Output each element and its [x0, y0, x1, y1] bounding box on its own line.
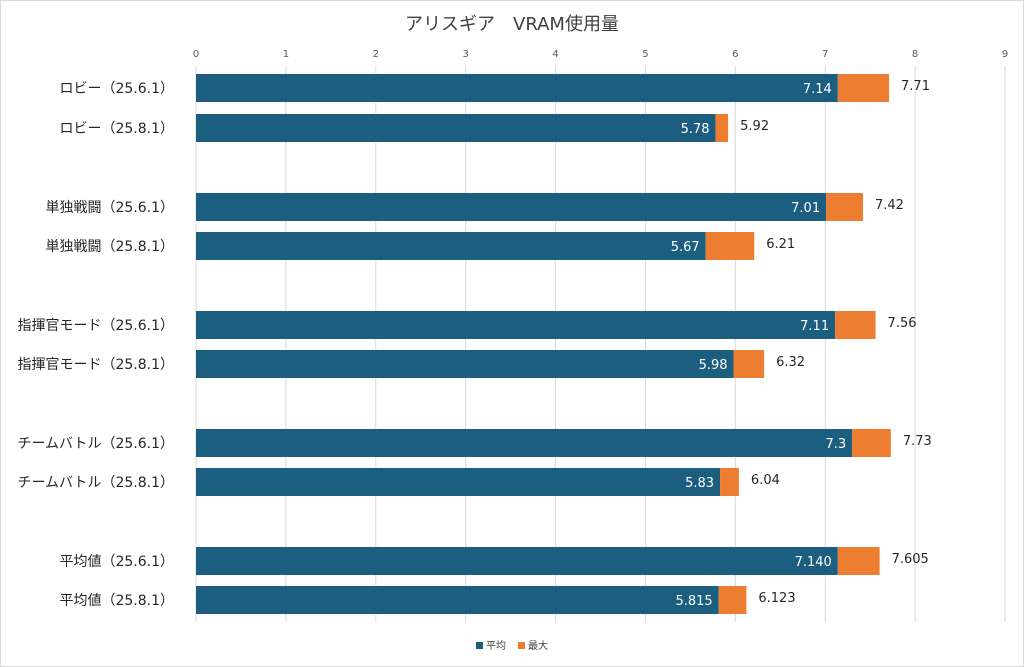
data-label-average: 5.83 [685, 476, 714, 491]
bar-average [196, 193, 827, 221]
data-label-average: 5.98 [699, 358, 728, 373]
data-label-average: 5.815 [675, 594, 712, 609]
category-label: 単独戦闘（25.8.1） [45, 239, 174, 255]
data-label-max: 7.42 [875, 198, 904, 213]
x-tick-label: 6 [732, 49, 738, 60]
legend-swatch-average [476, 642, 483, 649]
bar-average [196, 468, 721, 496]
x-tick-label: 2 [373, 49, 379, 60]
x-tick-label: 5 [642, 49, 648, 60]
bar-max [705, 232, 755, 260]
x-tick-label: 0 [193, 49, 199, 60]
category-label: 単独戦闘（25.6.1） [45, 200, 174, 216]
x-tick-label: 3 [462, 49, 468, 60]
data-label-max: 7.56 [888, 316, 917, 331]
category-label: 平均値（25.6.1） [59, 554, 174, 570]
bar-max [718, 586, 747, 614]
bar-max [733, 350, 765, 378]
data-label-average: 5.67 [671, 240, 700, 255]
chart-title: アリスギア VRAM使用量 [405, 14, 619, 35]
category-label: 平均値（25.8.1） [59, 593, 174, 609]
bar-average [196, 311, 836, 339]
x-tick-label: 8 [912, 49, 918, 60]
data-label-average: 7.14 [803, 82, 832, 97]
data-label-average: 7.3 [826, 437, 847, 452]
bar-max [835, 311, 876, 339]
data-label-max: 6.123 [758, 591, 795, 606]
legend-swatch-max [518, 642, 525, 649]
category-label: 指揮官モード（25.6.1） [17, 318, 174, 334]
data-label-max: 6.04 [751, 473, 780, 488]
x-tick-label: 9 [1002, 49, 1008, 60]
x-tick-label: 1 [283, 49, 289, 60]
category-label: ロビー（25.8.1） [59, 121, 174, 137]
legend-label-max: 最大 [528, 639, 548, 652]
bar-average [196, 74, 838, 102]
legend-label-average: 平均 [486, 640, 506, 652]
data-label-average: 5.78 [681, 122, 710, 137]
data-label-max: 7.605 [892, 552, 929, 567]
bar-max [720, 468, 739, 496]
category-label: チームバトル（25.8.1） [17, 475, 174, 491]
data-label-max: 5.92 [740, 119, 769, 134]
bar-average [196, 429, 853, 457]
data-label-average: 7.140 [795, 555, 832, 570]
bar-average [196, 586, 719, 614]
category-label: チームバトル（25.6.1） [17, 436, 174, 452]
bar-max [852, 429, 891, 457]
data-label-max: 7.71 [901, 79, 930, 94]
bar-max [837, 74, 890, 102]
data-label-max: 6.21 [766, 237, 795, 252]
bar-average [196, 114, 716, 142]
bar-max [715, 114, 729, 142]
data-label-max: 6.32 [776, 355, 805, 370]
bar-max [826, 193, 863, 221]
bar-average [196, 547, 838, 575]
category-label: ロビー（25.6.1） [59, 81, 174, 97]
bar-average [196, 350, 734, 378]
data-label-average: 7.01 [791, 201, 820, 216]
data-label-average: 7.11 [800, 319, 829, 334]
x-tick-label: 4 [552, 49, 558, 60]
category-label: 指揮官モード（25.8.1） [17, 357, 174, 373]
bar-max [837, 547, 880, 575]
bar-average [196, 232, 706, 260]
x-tick-label: 7 [822, 49, 828, 60]
data-label-max: 7.73 [903, 434, 932, 449]
